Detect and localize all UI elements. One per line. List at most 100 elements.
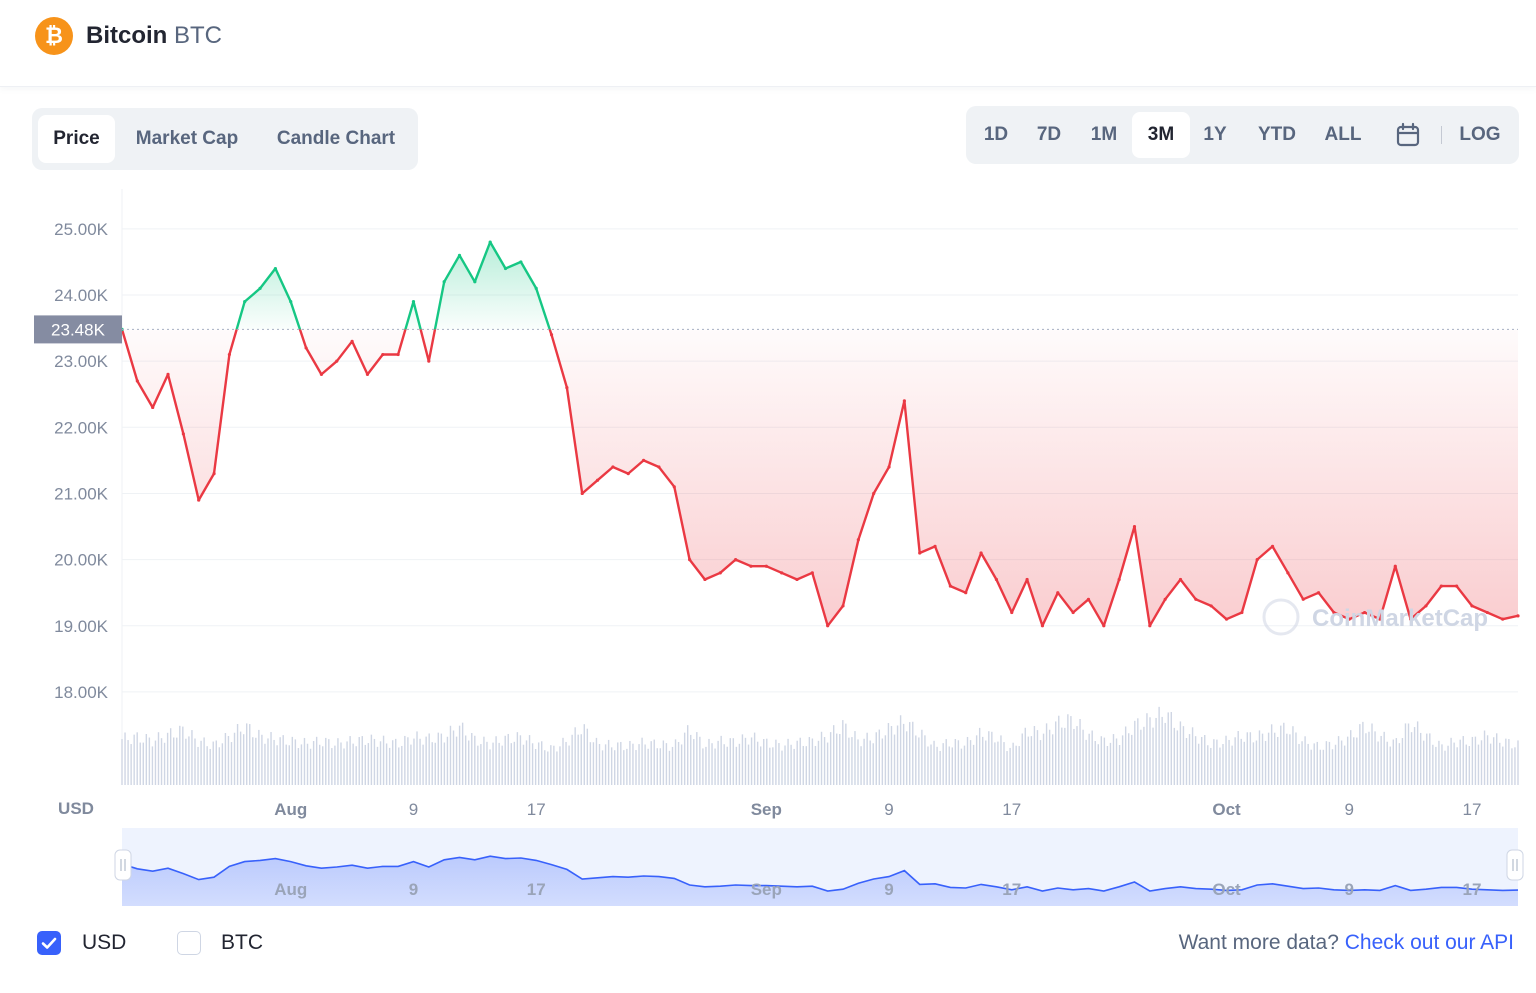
price-line-down [122,329,1518,627]
price-area-above [236,242,550,330]
usd-checkbox[interactable] [37,931,61,955]
x-tick-label: Oct [1212,800,1241,819]
price-point [1102,624,1106,628]
price-point [1056,591,1060,595]
price-point [166,372,170,376]
price-point [1025,577,1029,582]
price-point [795,577,799,582]
price-point [902,399,906,403]
y-tick-label: 21.00K [54,484,109,503]
price-point [212,472,216,476]
range-7d-button[interactable]: 7D [1036,124,1062,145]
price-point [657,465,661,469]
price-point [365,372,370,376]
more-data-note: Want more data? Check out our API [1179,931,1514,955]
navigator-tick-label: 17 [1002,880,1021,899]
price-point [948,584,952,588]
range-1d-button[interactable]: 1D [983,124,1009,145]
range-divider [1441,126,1442,144]
y-tick-label: 20.00K [54,551,109,570]
y-tick-label: 24.00K [54,286,109,305]
price-point [611,465,615,469]
price-point [1178,577,1183,582]
navigator-left-handle[interactable] [114,849,132,881]
y-tick-label: 19.00K [54,617,109,636]
price-point [1209,604,1213,608]
price-point [933,544,937,548]
coin-symbol: BTC [174,22,222,49]
btc-checkbox[interactable] [177,931,201,955]
price-point [841,604,845,608]
price-point [872,491,876,496]
price-point [1332,610,1336,615]
price-point [534,286,538,290]
chart-type-tabs: Price Market Cap Candle Chart [32,108,418,170]
price-point [703,577,707,582]
checkmark-icon [41,937,57,949]
price-point [442,280,446,284]
price-point [549,333,554,337]
tab-price[interactable]: Price [38,115,115,163]
navigator-right-handle[interactable] [1506,849,1524,881]
time-range-selector: 1D 7D 1M 3M 1Y YTD ALL LOG [966,106,1519,164]
navigator-tick-label: 17 [527,880,546,899]
price-point [918,551,922,555]
range-1m-button[interactable]: 1M [1090,124,1118,145]
tab-candle-chart[interactable]: Candle Chart [276,128,396,149]
price-point [503,266,508,271]
x-tick-label: 17 [1002,800,1021,819]
price-point [1516,614,1520,618]
price-point [595,478,600,482]
x-tick-label: 17 [527,800,546,819]
range-ytd-button[interactable]: YTD [1258,124,1296,145]
price-point [826,624,830,628]
y-tick-label: 22.00K [54,418,109,437]
price-point [1362,610,1367,615]
price-point [1393,564,1397,568]
price-point [565,386,569,390]
navigator-tick-label: 17 [1463,880,1482,899]
price-point [1455,584,1459,588]
price-point [1485,610,1489,615]
price-point [243,300,247,304]
price-chart[interactable]: 25.00K 24.00K 23.00K 22.00K 21.00K 20.00K 19.0… [0,180,1536,910]
price-point [197,498,201,502]
calendar-glyph [1396,122,1420,147]
price-point [1439,584,1443,588]
tab-market-cap[interactable]: Market Cap [135,128,239,149]
price-point [519,260,523,264]
api-link[interactable]: Check out our API [1344,931,1514,954]
price-point [1224,617,1229,621]
navigator-line [121,855,1519,892]
range-3m-button[interactable]: 3M [1132,112,1190,158]
bitcoin-logo-icon: ₿ [35,17,73,55]
price-point [488,240,492,244]
price-point [1316,591,1321,595]
x-tick-label: 9 [1345,800,1354,819]
price-point [381,352,385,357]
price-point [1301,597,1305,601]
log-scale-button[interactable]: LOG [1459,124,1501,145]
range-1y-button[interactable]: 1Y [1203,124,1227,145]
x-tick-label: 9 [409,800,418,819]
calendar-icon[interactable] [1384,112,1432,158]
price-point [1148,624,1152,628]
price-point [1086,597,1091,601]
currency-axis-label: USD [58,799,94,818]
price-point [1163,597,1167,601]
price-point [319,372,324,376]
y-tick-label: 25.00K [54,220,109,239]
price-point [749,564,753,568]
price-point [1010,610,1014,615]
price-point [304,346,308,350]
price-point [1409,617,1413,621]
price-point [135,379,139,383]
x-tick-label: Aug [274,800,307,819]
x-tick-label: 17 [1463,800,1482,819]
price-point [964,591,968,595]
range-all-button[interactable]: ALL [1324,124,1362,145]
y-tick-label: 23.00K [54,352,109,371]
price-point [181,432,185,436]
price-point [1132,524,1137,529]
price-point [227,352,231,357]
